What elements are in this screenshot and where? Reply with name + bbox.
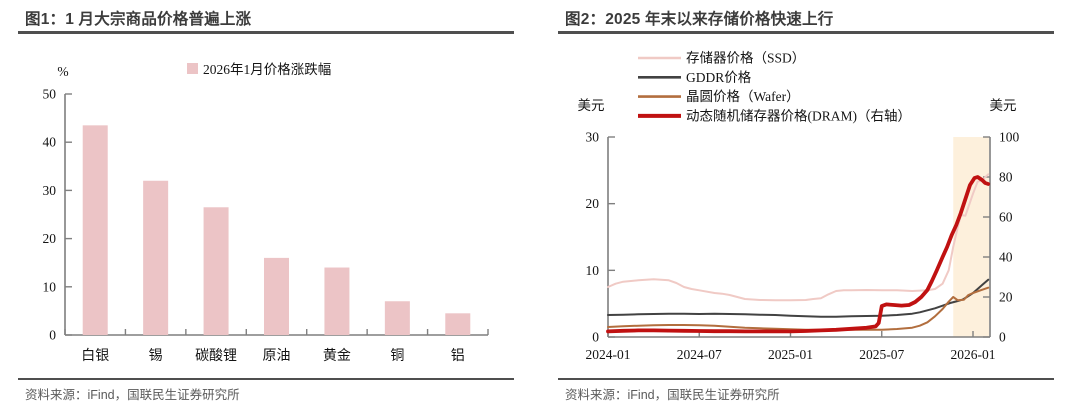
- highlight-band: [953, 137, 989, 337]
- y-axis-tick-label: 20: [43, 231, 57, 246]
- x-axis-tick-label: 2024-07: [677, 347, 722, 362]
- right-axis-tick-label: 100: [999, 130, 1020, 145]
- left-axis-unit-label: 美元: [578, 98, 605, 113]
- x-category-label: 白银: [81, 348, 109, 364]
- y-axis-tick-label: 40: [43, 135, 57, 150]
- x-axis-tick-label: 2025-01: [768, 347, 813, 362]
- x-category-label: 黄金: [323, 347, 351, 364]
- right-axis-tick-label: 20: [999, 290, 1013, 305]
- bar-5: [384, 301, 410, 335]
- figure-2-title-rule: [558, 31, 1054, 34]
- x-category-label: 铝: [451, 348, 465, 364]
- legend-label: 2026年1月价格涨跌幅: [203, 62, 331, 77]
- figure-1-source-rule: [18, 378, 514, 380]
- figure-2-title: 图2：2025 年末以来存储价格快速上行: [565, 11, 834, 28]
- x-axis-tick-label: 2024-01: [586, 347, 631, 362]
- y-axis-unit-label: %: [57, 64, 68, 79]
- bar-4: [324, 267, 350, 335]
- figure-2-source-rule: [558, 378, 1054, 380]
- legend-label-3: 动态随机储存器价格(DRAM)（右轴）: [686, 108, 911, 123]
- right-axis-unit-label: 美元: [990, 98, 1017, 113]
- bar-3: [264, 257, 289, 335]
- y-axis-tick-label: 10: [43, 279, 57, 294]
- bar-1: [143, 180, 169, 335]
- x-category-label: 碳酸锂: [195, 348, 237, 364]
- legend-label-0: 存储器价格（SSD）: [686, 51, 805, 66]
- figure-1-source: 资料来源：iFind，国联民生证券研究所: [25, 388, 240, 402]
- x-axis-tick-label: 2026-01: [951, 347, 996, 362]
- x-category-label: 铜: [390, 348, 404, 364]
- y-axis-tick-label: 30: [43, 183, 57, 198]
- right-axis-tick-label: 0: [999, 330, 1006, 345]
- left-axis-tick-label: 10: [586, 263, 600, 278]
- bar-6: [445, 313, 471, 335]
- x-axis-tick-label: 2025-07: [859, 347, 904, 362]
- legend-label-2: 晶圆价格（Wafer）: [686, 89, 800, 104]
- figure-2-panel: 图2：2025 年末以来存储价格快速上行 0 10 20 30 0 20 40 60 80 100…: [540, 0, 1080, 411]
- right-axis-tick-label: 80: [999, 170, 1013, 185]
- left-axis-tick-label: 20: [586, 196, 600, 211]
- figure-1-title: 图1：1 月大宗商品价格普遍上涨: [25, 11, 252, 28]
- left-axis-tick-label: 30: [586, 130, 600, 145]
- left-axis-tick-label: 0: [592, 330, 599, 345]
- bar-0: [82, 125, 108, 335]
- bar-2: [203, 207, 229, 335]
- legend-swatch: [187, 63, 198, 74]
- y-axis-tick-label: 50: [43, 87, 57, 102]
- legend-label-1: GDDR价格: [686, 70, 752, 85]
- x-category-label: 锡: [149, 348, 163, 364]
- figure-2-line-chart: 0 10 20 30 0 20 40 60 80 100 2024-01 2024-07 2025-01…: [578, 51, 1020, 363]
- right-axis-tick-label: 40: [999, 250, 1013, 265]
- figure-1-panel: 图1：1 月大宗商品价格普遍上涨 0 10 20 30 40 50% 2026年1月价格涨跌…: [18, 11, 514, 402]
- y-axis-tick-label: 0: [49, 328, 56, 343]
- figure-1-title-rule: [18, 31, 514, 34]
- x-category-label: 原油: [263, 348, 291, 364]
- series-line-3: [606, 175, 991, 334]
- figure-2-source: 资料来源：iFind，国联民生证券研究所: [565, 388, 780, 402]
- right-axis-tick-label: 60: [999, 210, 1013, 225]
